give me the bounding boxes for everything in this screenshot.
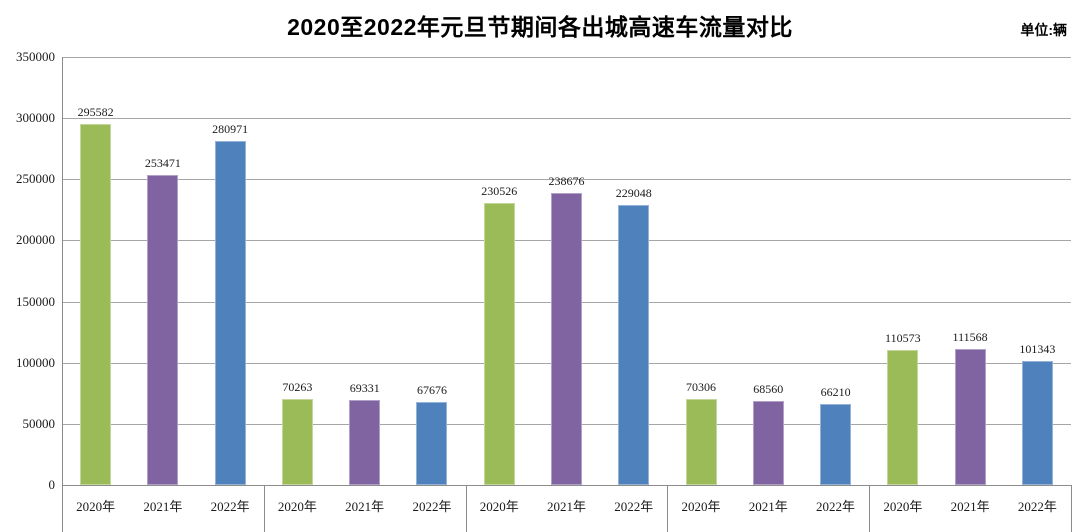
bar xyxy=(483,203,515,485)
x-tick-label: 2022年 xyxy=(614,499,654,514)
bar-value-label: 238676 xyxy=(548,174,585,189)
bar xyxy=(416,402,448,485)
bar xyxy=(820,404,852,485)
bar-value-label: 70306 xyxy=(686,380,717,395)
gridline xyxy=(62,118,1071,120)
y-tick-label: 100000 xyxy=(16,354,55,370)
x-tick-label: 2022年 xyxy=(816,499,856,514)
bar xyxy=(1021,361,1053,485)
x-tick-label: 2021年 xyxy=(143,499,183,514)
group-separator xyxy=(465,485,467,532)
bar-value-label: 68560 xyxy=(753,382,784,397)
group-separator xyxy=(1071,485,1072,532)
bar-value-label: 66210 xyxy=(820,385,851,400)
bar xyxy=(214,141,246,485)
bar xyxy=(618,204,650,485)
x-tick-label: 2020年 xyxy=(277,499,317,514)
x-tick-label: 2020年 xyxy=(681,499,721,514)
y-tick-label: 150000 xyxy=(16,293,55,309)
bar-value-label: 295582 xyxy=(77,104,114,119)
chart-title: 2020至2022年元旦节期间各出城高速车流量对比 xyxy=(287,14,793,40)
x-tick-label: 2021年 xyxy=(748,499,788,514)
gridline xyxy=(62,57,1071,58)
group-separator xyxy=(263,485,265,532)
unit-label: 单位:辆 xyxy=(1020,22,1067,38)
y-tick-label: 300000 xyxy=(16,110,55,126)
x-tick-label: 2022年 xyxy=(412,499,452,514)
bar xyxy=(80,123,112,485)
bar-value-label: 280971 xyxy=(212,122,249,137)
bar xyxy=(147,175,179,485)
group-separator xyxy=(869,485,871,532)
y-axis-line xyxy=(62,57,63,532)
y-tick-label: 50000 xyxy=(22,415,56,431)
bar-value-label: 229048 xyxy=(615,185,652,200)
x-tick-label: 2021年 xyxy=(950,499,990,514)
bar xyxy=(551,193,582,485)
y-tick-label: 200000 xyxy=(16,232,55,248)
bar-value-label: 69331 xyxy=(349,381,380,396)
bar-value-label: 70263 xyxy=(282,380,313,395)
x-tick-label: 2020年 xyxy=(479,499,519,514)
x-tick-label: 2020年 xyxy=(76,499,116,514)
x-tick-label: 2021年 xyxy=(546,499,586,514)
y-tick-label: 250000 xyxy=(16,171,55,187)
bar-value-label: 253471 xyxy=(144,156,181,171)
bar-value-label: 101343 xyxy=(1019,342,1056,357)
x-tick-label: 2020年 xyxy=(883,499,923,514)
bar xyxy=(752,401,784,485)
bar xyxy=(685,399,717,485)
x-tick-label: 2022年 xyxy=(210,499,250,514)
bar-value-label: 67676 xyxy=(416,383,447,398)
y-tick-label: 350000 xyxy=(16,49,55,64)
gridline xyxy=(62,179,1071,181)
bar-value-label: 230526 xyxy=(481,184,518,199)
bar xyxy=(281,399,313,485)
group-separator xyxy=(667,485,669,532)
bar-value-label: 110573 xyxy=(885,330,921,345)
x-axis-line xyxy=(62,485,1071,486)
y-tick-label: 0 xyxy=(48,477,56,492)
x-tick-label: 2021年 xyxy=(345,499,385,514)
bar xyxy=(349,400,381,485)
bar-value-label: 111568 xyxy=(952,329,988,344)
x-tick-label: 2022年 xyxy=(1017,499,1057,514)
bar xyxy=(954,348,986,485)
bar xyxy=(887,349,919,485)
